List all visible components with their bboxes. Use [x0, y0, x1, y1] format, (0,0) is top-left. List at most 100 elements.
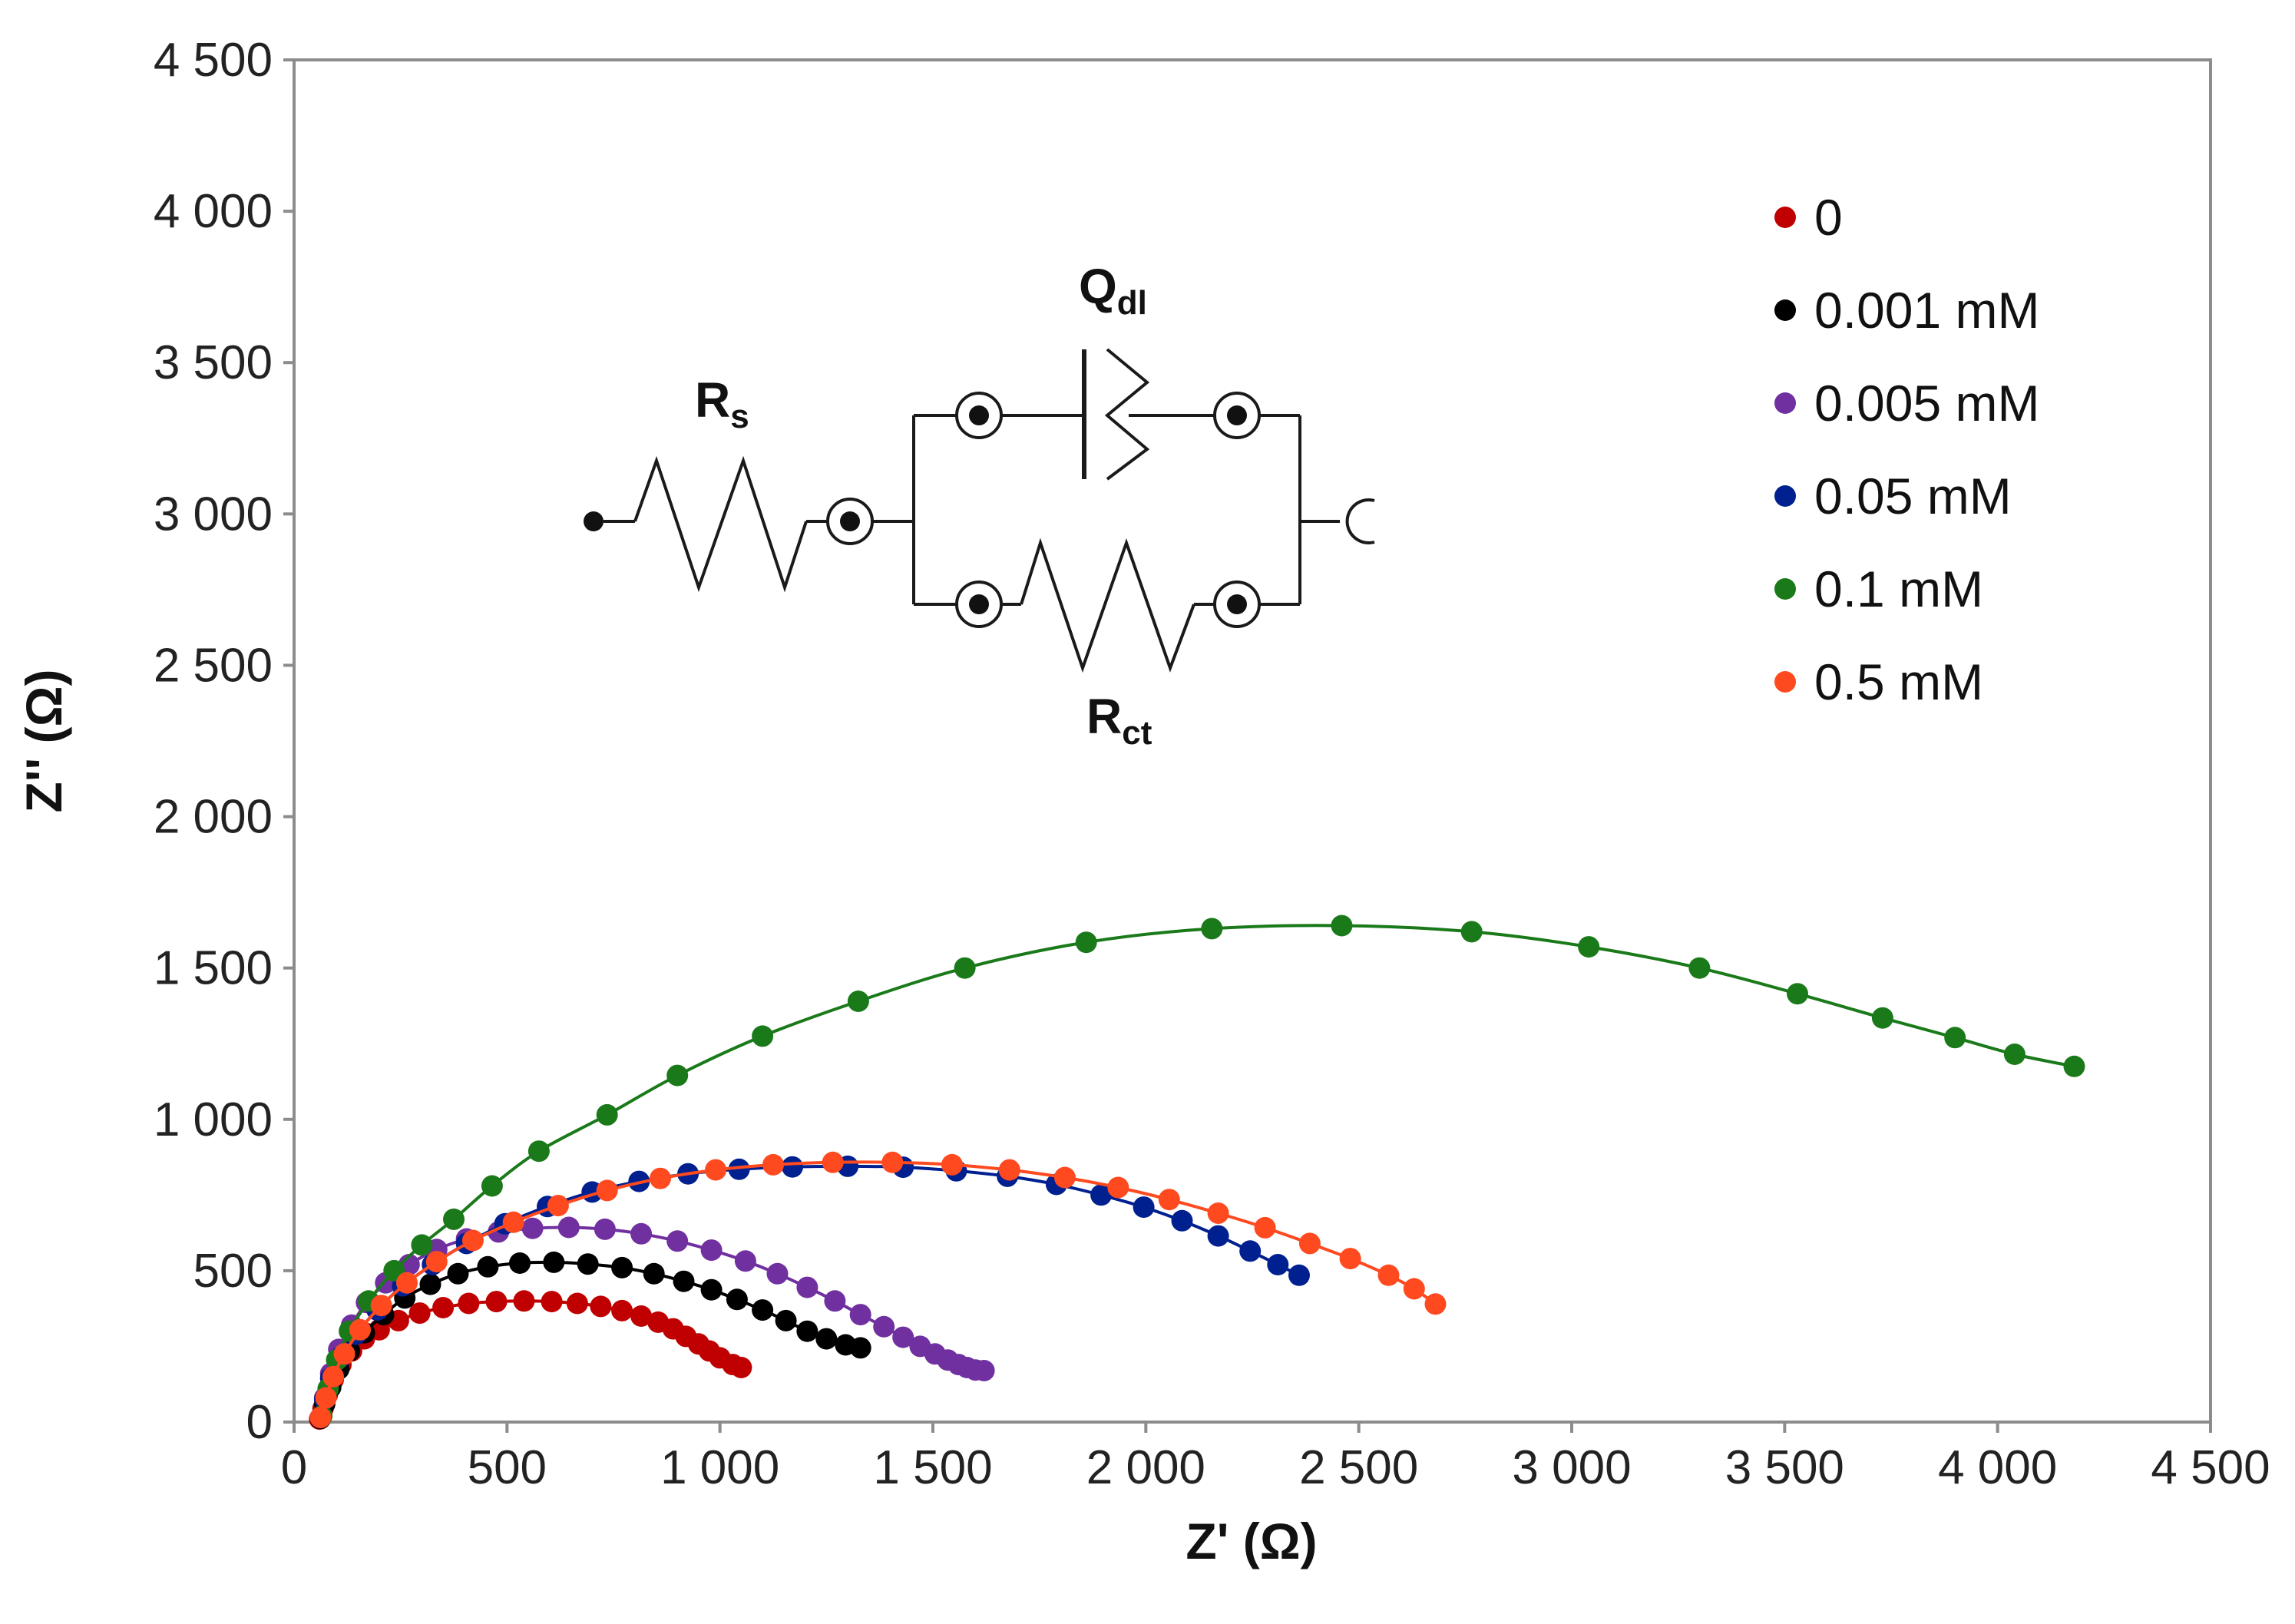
data-point	[782, 1156, 803, 1178]
x-tick-label: 4 500	[2151, 1441, 2270, 1494]
y-tick-label: 3 000	[154, 488, 273, 541]
data-point	[1944, 1027, 1966, 1049]
data-point	[419, 1273, 441, 1295]
y-tick-label: 2 500	[154, 639, 273, 692]
legend-label: 0.1 mM	[1814, 561, 1983, 617]
legend-marker	[1774, 392, 1796, 414]
series-layer	[309, 915, 2085, 1431]
data-point	[730, 1357, 752, 1378]
data-point	[705, 1159, 727, 1181]
legend-label: 0	[1814, 189, 1843, 246]
data-point	[596, 1179, 618, 1202]
data-point	[766, 1262, 789, 1285]
data-point	[1298, 1232, 1321, 1255]
y-tick-label: 4 000	[154, 185, 273, 238]
rs-resistor-icon	[633, 455, 808, 593]
data-point	[849, 1304, 871, 1326]
data-point	[1871, 1007, 1893, 1029]
rs-label: Rs	[695, 372, 749, 435]
data-point	[954, 957, 976, 979]
data-point	[1201, 918, 1223, 940]
data-point	[796, 1320, 818, 1342]
data-point	[458, 1292, 480, 1315]
data-point	[1171, 1209, 1193, 1232]
data-point	[333, 1343, 355, 1365]
data-point	[1075, 931, 1097, 954]
data-point	[881, 1151, 904, 1173]
y-tick-label: 1 000	[154, 1093, 273, 1146]
data-point	[815, 1328, 838, 1350]
data-point	[775, 1309, 797, 1331]
circuit-output-terminal-icon	[1345, 498, 1375, 544]
x-tick-label: 1 000	[660, 1441, 779, 1494]
data-point	[543, 1251, 565, 1273]
data-point	[502, 1211, 524, 1233]
data-point	[1239, 1240, 1262, 1262]
data-point	[541, 1291, 563, 1313]
data-point	[1107, 1176, 1129, 1199]
data-point	[547, 1195, 569, 1217]
data-point	[596, 1103, 618, 1126]
data-point	[796, 1276, 818, 1298]
plot-area	[293, 58, 2212, 1424]
data-point	[611, 1256, 633, 1278]
rct-label: Rct	[1086, 689, 1152, 752]
x-tick-label: 4 000	[1938, 1441, 2057, 1494]
y-tick-label: 3 500	[154, 336, 273, 389]
x-tick-label: 0	[281, 1441, 307, 1494]
data-point	[485, 1291, 508, 1313]
x-axis-ticks: 0 500 1 000 1 500 2 000 2 500 3 000 3 500 4 000 4…	[281, 1422, 2270, 1494]
data-point	[666, 1230, 689, 1252]
data-point	[752, 1299, 774, 1321]
data-point	[2063, 1055, 2085, 1077]
x-tick-label: 3 500	[1725, 1441, 1844, 1494]
data-point	[700, 1278, 723, 1301]
legend-marker	[1774, 207, 1796, 228]
data-point	[726, 1288, 748, 1311]
y-tick-label: 0	[246, 1396, 273, 1449]
data-point	[425, 1251, 448, 1273]
rct-resistor-icon	[1020, 537, 1195, 673]
circuit-terminal-dot	[584, 511, 604, 531]
equivalent-circuit	[584, 348, 1375, 673]
data-point	[1688, 957, 1711, 979]
x-tick-label: 2 500	[1299, 1441, 1418, 1494]
data-point	[1207, 1225, 1229, 1247]
data-point	[509, 1252, 531, 1274]
data-point	[1053, 1166, 1076, 1189]
data-point	[481, 1175, 503, 1197]
data-point	[1331, 915, 1353, 937]
legend-label: 0.001 mM	[1814, 282, 2039, 339]
data-point	[594, 1218, 616, 1240]
y-tick-label: 2 000	[154, 791, 273, 844]
legend-marker	[1774, 671, 1796, 693]
data-point	[728, 1158, 750, 1180]
data-point	[1578, 936, 1600, 958]
data-point	[1288, 1264, 1310, 1286]
data-point	[822, 1151, 844, 1173]
data-point	[650, 1167, 671, 1189]
data-point	[443, 1208, 465, 1230]
legend-marker	[1774, 299, 1796, 321]
data-point	[824, 1290, 846, 1312]
legend-marker	[1774, 485, 1796, 507]
data-point	[762, 1153, 784, 1176]
legend-marker	[1774, 578, 1796, 600]
legend-label: 0.5 mM	[1814, 653, 1983, 710]
data-point	[566, 1292, 588, 1315]
data-point	[411, 1234, 433, 1256]
data-point	[673, 1270, 695, 1292]
y-tick-label: 4 500	[154, 34, 273, 87]
data-point	[557, 1216, 580, 1239]
data-point	[1403, 1278, 1425, 1300]
data-point	[477, 1255, 499, 1278]
data-point	[1254, 1216, 1276, 1239]
data-point	[847, 991, 869, 1012]
data-point	[322, 1365, 344, 1388]
x-axis-title: Z' (Ω)	[1186, 1513, 1317, 1569]
x-tick-label: 500	[468, 1441, 547, 1494]
data-point	[513, 1290, 535, 1312]
x-tick-label: 3 000	[1512, 1441, 1631, 1494]
y-tick-label: 500	[193, 1245, 273, 1298]
data-point	[630, 1222, 653, 1245]
